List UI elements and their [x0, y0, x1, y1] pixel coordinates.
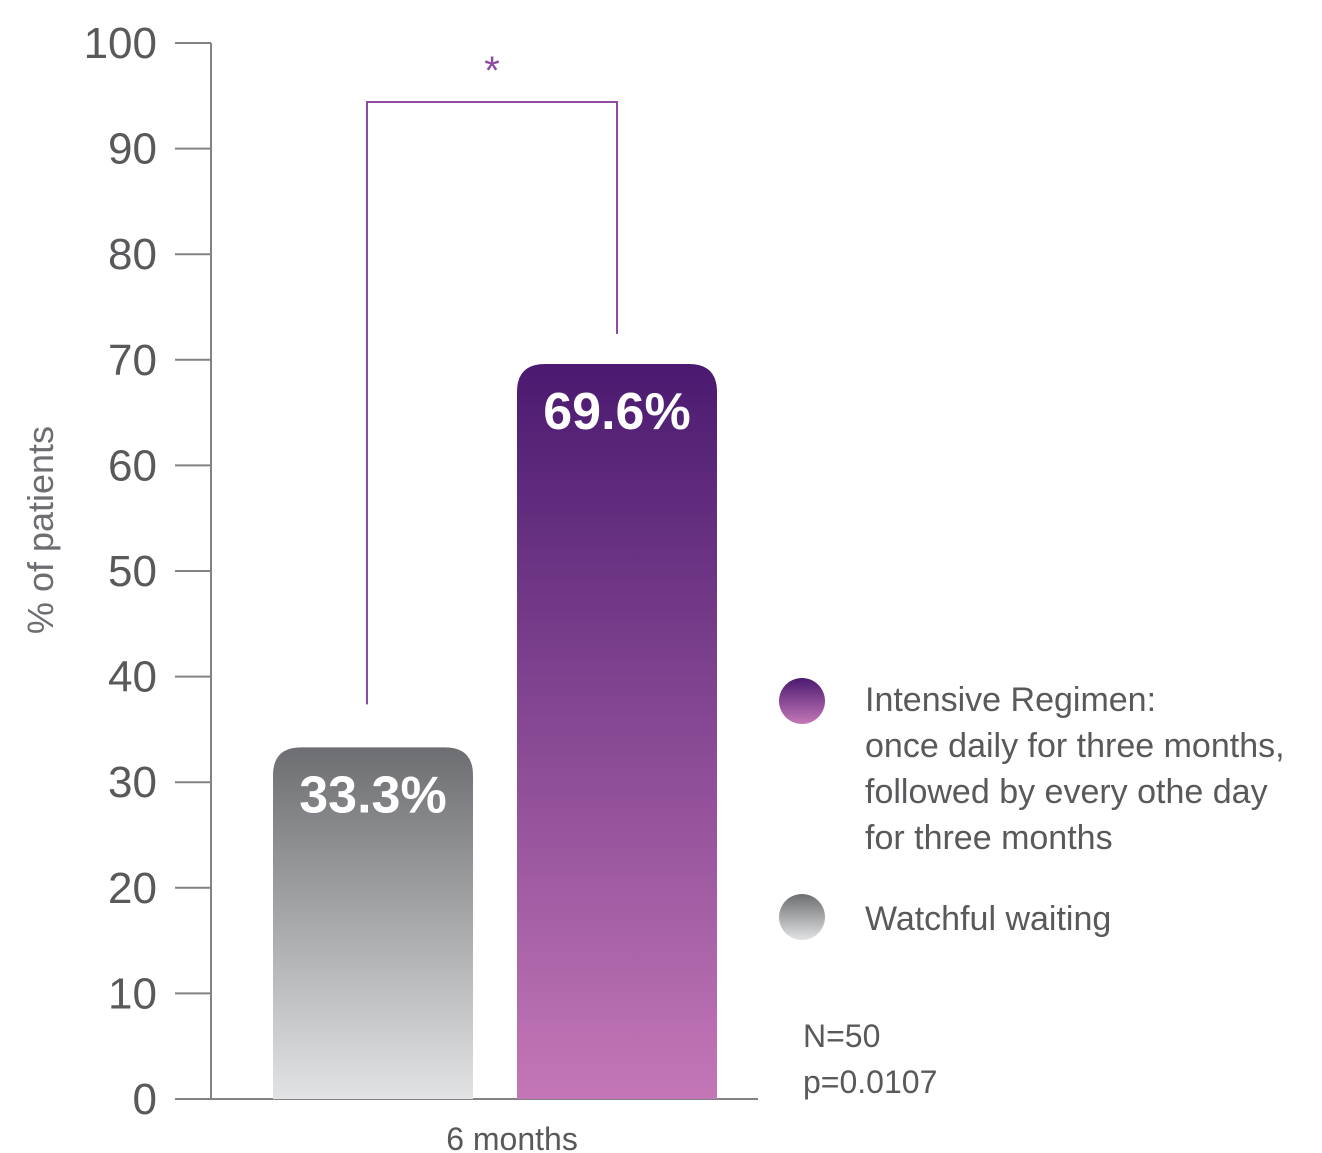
- legend-swatch-intensive: [779, 678, 825, 724]
- x-category-label: 6 months: [446, 1121, 578, 1153]
- bar-intensive-regimen: [517, 364, 717, 1099]
- p-value-note: p=0.0107: [803, 1064, 937, 1100]
- legend-label-watchful: Watchful waiting: [865, 900, 1111, 938]
- significance-bracket-line: [366, 101, 618, 705]
- significance-star: *: [484, 49, 500, 93]
- y-tick-label: 50: [108, 547, 157, 596]
- bar-value-label: 33.3%: [299, 766, 446, 824]
- bar-value-label: 69.6%: [543, 383, 690, 441]
- y-tick-label: 80: [108, 230, 157, 279]
- y-tick-label: 70: [108, 336, 157, 385]
- legend-label-intensive-line2: once daily for three months,: [865, 727, 1285, 765]
- significance-bracket: *: [366, 49, 618, 705]
- y-axis: 0 10 20 30 40 50 60 70 80 90 100: [84, 19, 212, 1124]
- y-tick-label: 20: [108, 864, 157, 913]
- legend-swatch-watchful: [779, 894, 825, 940]
- legend: Intensive Regimen: once daily for three …: [779, 678, 1285, 940]
- y-axis-title: % of patients: [20, 426, 61, 634]
- legend-label-intensive-line1: Intensive Regimen:: [865, 681, 1156, 719]
- bar-watchful-waiting: [273, 747, 473, 1099]
- legend-label-intensive-line4: for three months: [865, 819, 1113, 857]
- y-tick-label: 100: [84, 19, 157, 68]
- y-tick-label: 0: [133, 1075, 157, 1124]
- y-tick-label: 40: [108, 653, 157, 702]
- legend-label-intensive-line3: followed by every othe day: [865, 773, 1268, 811]
- bars: 33.3% 69.6%: [273, 364, 717, 1099]
- sample-size-note: N=50: [803, 1018, 880, 1054]
- y-tick-label: 10: [108, 969, 157, 1018]
- y-tick-label: 90: [108, 125, 157, 174]
- y-tick-label: 60: [108, 441, 157, 490]
- y-tick-label: 30: [108, 758, 157, 807]
